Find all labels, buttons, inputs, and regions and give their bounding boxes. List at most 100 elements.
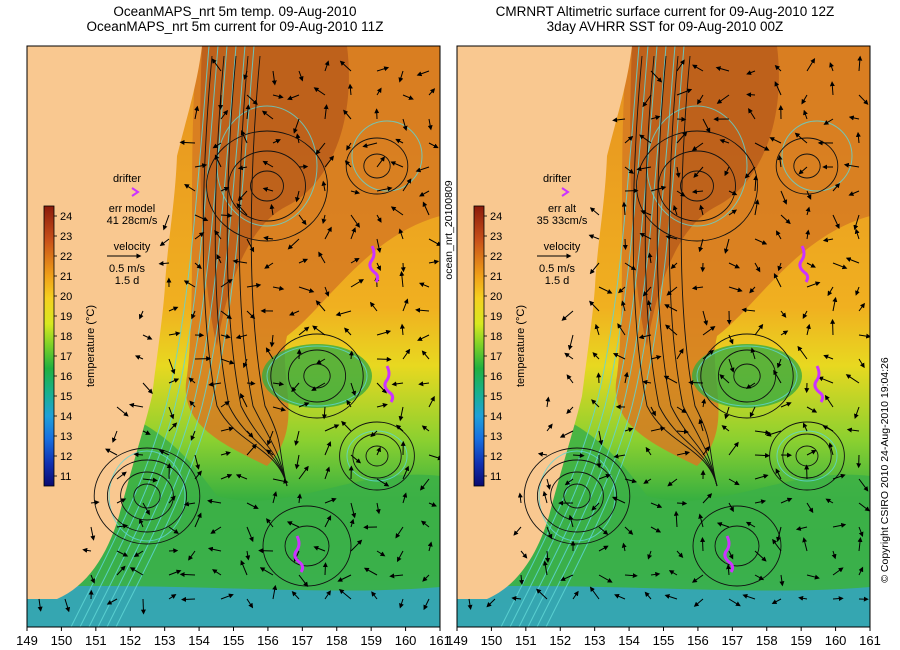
right-velocity-arrow — [802, 537, 808, 552]
right-velocity-arrow — [748, 108, 756, 120]
left-velocity-arrow — [138, 518, 144, 528]
right-velocity-arrow — [692, 64, 704, 72]
right-velocity-arrow — [636, 166, 652, 172]
right-velocity-arrow — [676, 550, 684, 559]
left-velocity-arrow — [179, 571, 196, 577]
right-title: CMRNRT Altimetric surface current for 09… — [455, 4, 875, 34]
left-velocity-arrow — [128, 402, 144, 408]
right-velocity-arrow — [745, 521, 756, 528]
right-velocity-arrow — [566, 374, 574, 384]
right-velocity-arrow — [753, 175, 759, 192]
left-velocity-arrow — [321, 180, 327, 192]
right-velocity-arrow — [754, 474, 769, 480]
right-streamline — [793, 153, 821, 179]
right-drifter-track — [813, 365, 825, 403]
left-velocity-arrow — [350, 279, 364, 288]
right-velocity-arrow — [621, 542, 627, 552]
left-velocity-arrow — [324, 590, 331, 600]
left-velocity-arrow — [298, 214, 307, 226]
left-velocity-arrow — [168, 406, 175, 420]
right-velocity-arrow — [614, 594, 626, 600]
left-velocity-arrow — [261, 110, 274, 120]
left-land — [27, 46, 202, 599]
right-velocity-arrow — [806, 502, 814, 514]
right-velocity-arrow — [774, 81, 782, 96]
right-colorbar-tick: 12 — [490, 451, 502, 463]
right-lon-tick: 149 — [446, 633, 468, 648]
left-title: OceanMAPS_nrt 5m temp. 09-Aug-2010 Ocean… — [40, 4, 430, 34]
right-velocity-arrow — [650, 185, 667, 192]
right-velocity-arrow — [650, 526, 662, 533]
right-velocity-arrow — [780, 497, 793, 504]
right-velocity-arrow — [566, 406, 574, 415]
left-lon-tick: 156 — [257, 633, 279, 648]
left-velocity-arrow — [116, 523, 129, 529]
left-velocity-arrow — [246, 310, 256, 319]
right-velocity-arrow — [802, 422, 808, 432]
left-velocity-arrow — [37, 598, 43, 612]
right-lon-tick: 160 — [825, 633, 847, 648]
right-velocity-arrow — [672, 205, 678, 216]
left-colorbar-tick: 13 — [60, 431, 72, 443]
left-velocity-arrow — [271, 70, 277, 86]
left-velocity-arrow — [220, 593, 234, 600]
left-velocity-arrow — [116, 550, 129, 557]
right-velocity-arrow — [780, 330, 789, 336]
right-velocity-arrow — [780, 310, 787, 318]
left-streamline — [365, 445, 389, 467]
left-velocity-arrow — [315, 142, 326, 155]
right-velocity-arrow — [567, 334, 574, 351]
right-colorbar-tick: 16 — [490, 371, 502, 383]
right-velocity-arrow — [676, 59, 685, 72]
left-velocity-arrow — [82, 547, 92, 553]
right-velocity-arrow — [728, 478, 740, 486]
left-velocity-arrow — [287, 238, 300, 250]
left-title-line2: OceanMAPS_nrt 5m current for 09-Aug-2010… — [86, 19, 384, 34]
left-drifter-track — [293, 535, 305, 573]
left-streamline — [287, 349, 347, 403]
right-velocity-arrow — [832, 567, 844, 576]
right-velocity-arrow — [642, 286, 652, 297]
right-velocity-arrow — [824, 394, 834, 408]
right-velocity-arrow — [776, 230, 782, 240]
right-velocity-arrow — [650, 406, 656, 417]
right-current-streamline — [680, 55, 718, 487]
right-velocity-arrow — [716, 94, 730, 104]
left-velocity-arrow — [391, 381, 404, 387]
left-velocity-time: 1.5 d — [115, 275, 139, 287]
left-velocity-arrow — [133, 550, 144, 557]
right-velocity-arrow — [754, 142, 770, 151]
right-velocity-arrow — [802, 310, 808, 319]
right-velocity-arrow — [665, 234, 678, 240]
right-velocity-arrow — [858, 358, 865, 369]
right-velocity-arrow — [846, 427, 860, 433]
left-velocity-arrow — [190, 430, 196, 441]
right-velocity-arrow — [513, 526, 522, 536]
left-map-panel: 1491501511521531541551561571581591601612… — [16, 45, 451, 648]
left-velocity-arrow — [344, 327, 352, 336]
right-velocity-arrow — [688, 380, 704, 386]
right-velocity-arrow — [798, 166, 808, 175]
left-velocity-arrow — [350, 227, 357, 240]
left-velocity-arrow — [346, 142, 352, 151]
right-velocity-arrow — [719, 138, 730, 144]
left-lon-tick: 160 — [395, 633, 417, 648]
left-velocity-arrow — [216, 253, 222, 264]
left-velocity-arrow — [162, 214, 170, 231]
right-velocity-arrow — [676, 406, 687, 413]
left-velocity-arrow — [402, 118, 408, 132]
left-velocity-arrow — [246, 94, 258, 105]
left-velocity-arrow — [428, 88, 436, 96]
left-velocity-arrow — [298, 70, 304, 82]
left-streamline — [228, 150, 306, 222]
left-velocity-arrow — [298, 258, 309, 264]
left-velocity-arrow — [237, 165, 248, 171]
left-velocity-arrow — [189, 400, 196, 408]
left-velocity-arrow — [266, 430, 274, 446]
left-velocity-arrow — [311, 382, 326, 391]
left-velocity-arrow — [142, 502, 150, 516]
left-colorbar-tick: 16 — [60, 371, 72, 383]
left-velocity-arrow — [402, 492, 408, 504]
left-velocity-arrow — [232, 259, 248, 264]
right-velocity-arrow — [517, 492, 523, 504]
